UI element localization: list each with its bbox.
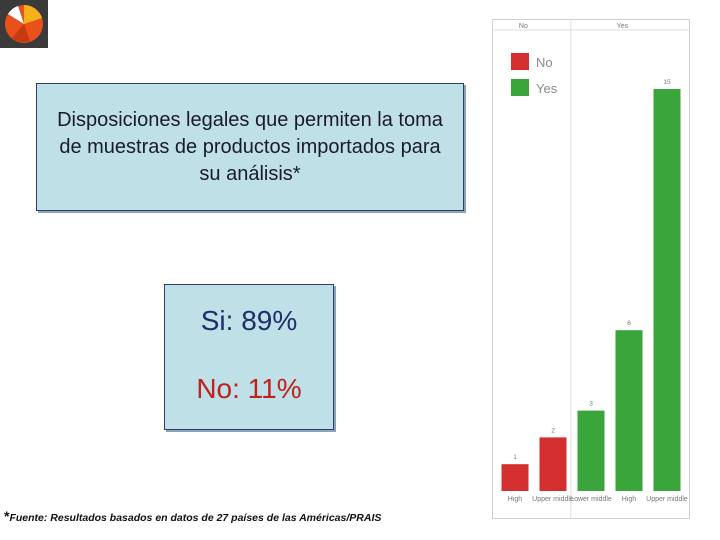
stat-si: Si: 89%: [200, 305, 298, 336]
tick-label-4: High: [622, 496, 637, 503]
footnote: *Fuente: Resultados basados en datos de …: [4, 508, 381, 524]
data-label-2: 2: [551, 427, 555, 434]
bar-2: [539, 437, 567, 491]
facet-label-no: No: [519, 23, 528, 30]
tick-label-5: Upper middle: [646, 496, 688, 503]
pie-logo-icon: [0, 0, 48, 48]
legend-swatch-no: [511, 53, 529, 70]
bar-chart: No Yes No Yes 1 High 2 Upper middle 3 Lower middl…: [492, 19, 690, 519]
stats-box: Si: 89% No: 11%: [164, 284, 334, 430]
footnote-text: Fuente: Resultados basados en datos de 2…: [9, 512, 382, 524]
data-label-1: 1: [513, 454, 517, 461]
bar-1: [501, 464, 529, 491]
footnote-marker: *: [4, 508, 10, 524]
bar-4: [615, 330, 643, 491]
slide-title: Disposiciones legales que permiten la to…: [57, 108, 443, 185]
legend-label-yes: Yes: [536, 81, 558, 96]
tick-label-2: Upper middle: [532, 496, 574, 503]
data-label-3: 3: [589, 401, 593, 408]
legend-label-no: No: [536, 55, 553, 70]
stat-no: No: 11%: [196, 373, 302, 404]
bar-chart-svg: No Yes No Yes 1 High 2 Upper middle 3 Lower middl…: [492, 19, 690, 519]
bar-3: [577, 410, 605, 491]
tick-label-3: Lower middle: [570, 496, 612, 503]
legend-swatch-yes: [511, 79, 529, 96]
facet-label-yes: Yes: [617, 23, 629, 30]
tick-label-1: High: [508, 496, 523, 503]
title-box: Disposiciones legales que permiten la to…: [36, 83, 464, 211]
bar-5: [653, 89, 681, 491]
data-label-4: 6: [627, 320, 631, 327]
data-label-5: 15: [663, 79, 671, 86]
